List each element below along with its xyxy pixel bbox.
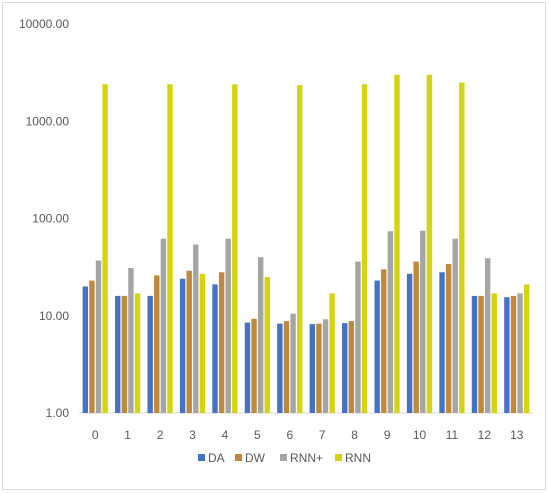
bar-rnn-7 — [329, 293, 335, 413]
bar-dw-11 — [445, 264, 452, 413]
bar-da-10 — [406, 273, 413, 413]
legend: DA DW RNN+ RNN — [198, 451, 371, 465]
bar-rnn-2 — [167, 84, 173, 413]
x-tick-label: 6 — [286, 428, 293, 442]
bar-rnn--5 — [257, 257, 264, 413]
bar-rnn--9 — [387, 231, 394, 413]
bar-da-4 — [212, 284, 218, 413]
bar-da-5 — [244, 322, 251, 413]
bar-dw-12 — [478, 295, 484, 413]
bar-dw-5 — [251, 318, 257, 413]
x-tick-label: 11 — [446, 428, 459, 442]
bar-dw-3 — [186, 270, 192, 413]
bar-rnn--11 — [452, 238, 458, 413]
legend-label: RNN — [345, 451, 371, 465]
legend-label: RNN+ — [290, 451, 323, 465]
bar-dw-2 — [154, 275, 160, 413]
bar-dw-1 — [121, 295, 128, 413]
bar-rnn--8 — [355, 261, 361, 413]
bar-da-6 — [277, 323, 283, 413]
bar-da-13 — [504, 297, 510, 413]
x-tick-label: 7 — [319, 428, 326, 442]
bar-rnn-4 — [232, 84, 238, 413]
bar-rnn-3 — [199, 273, 206, 413]
y-tick-label: 1000.00 — [26, 114, 70, 128]
bar-rnn-5 — [264, 277, 270, 413]
bar-da-2 — [147, 295, 153, 413]
bar-rnn--0 — [95, 260, 102, 413]
bar-rnn--13 — [517, 293, 523, 413]
bar-da-3 — [179, 278, 186, 413]
bar-rnn-0 — [102, 84, 108, 413]
legend-swatch-dw — [235, 454, 242, 461]
legend-label: DA — [208, 451, 225, 465]
bar-rnn--12 — [484, 258, 491, 413]
bar-dw-10 — [413, 261, 419, 413]
bars — [82, 74, 530, 414]
bar-dw-4 — [218, 272, 225, 413]
x-tick-label: 1 — [124, 428, 131, 442]
bar-dw-8 — [348, 321, 355, 413]
y-tick-label: 100.00 — [32, 212, 69, 226]
bar-rnn--6 — [290, 313, 296, 413]
bar-rnn--3 — [193, 244, 199, 413]
x-tick-label: 2 — [157, 428, 164, 442]
bar-dw-0 — [89, 280, 95, 413]
bar-rnn-11 — [459, 82, 465, 414]
bar-da-11 — [439, 272, 445, 413]
x-tick-label: 10 — [413, 428, 427, 442]
legend-swatch-da — [198, 454, 205, 461]
bar-rnn-13 — [523, 284, 530, 413]
bar-dw-6 — [283, 321, 290, 413]
y-axis-labels: 1.00 10.00 100.00 1000.00 10000.00 — [19, 17, 69, 420]
bar-da-12 — [471, 295, 478, 413]
bar-rnn-6 — [296, 85, 303, 414]
x-tick-label: 0 — [92, 428, 99, 442]
bar-rnn-8 — [361, 84, 368, 413]
x-tick-label: 9 — [384, 428, 391, 442]
bar-rnn-10 — [426, 74, 433, 413]
bar-rnn-12 — [491, 293, 497, 413]
bar-rnn--1 — [128, 267, 134, 413]
x-tick-label: 8 — [351, 428, 358, 442]
x-tick-label: 3 — [189, 428, 196, 442]
bar-dw-9 — [381, 269, 387, 413]
legend-label: DW — [245, 451, 266, 465]
bar-rnn--7 — [322, 319, 329, 413]
bar-da-0 — [82, 286, 89, 413]
bar-da-7 — [309, 324, 316, 413]
legend-swatch-rnn — [335, 454, 342, 461]
bar-dw-7 — [316, 323, 322, 413]
y-tick-label: 10000.00 — [19, 17, 69, 31]
bar-da-1 — [115, 295, 121, 413]
x-tick-label: 5 — [254, 428, 261, 442]
bar-dw-13 — [510, 295, 517, 413]
bar-da-9 — [374, 280, 380, 413]
bar-rnn--10 — [420, 230, 426, 413]
bar-rnn--2 — [160, 238, 167, 413]
legend-swatch-rnn- — [280, 454, 287, 461]
x-tick-label: 13 — [510, 428, 524, 442]
y-tick-label: 10.00 — [39, 309, 69, 323]
x-tick-label: 4 — [222, 428, 229, 442]
y-tick-label: 1.00 — [46, 406, 70, 420]
bar-rnn-1 — [134, 293, 141, 413]
bar-rnn-9 — [394, 74, 400, 413]
bar-rnn--4 — [225, 238, 231, 413]
bar-da-8 — [342, 323, 348, 413]
x-tick-label: 12 — [478, 428, 492, 442]
x-axis-labels: 0 1 2 3 4 5 6 7 8 9 10 11 12 13 — [92, 428, 524, 442]
